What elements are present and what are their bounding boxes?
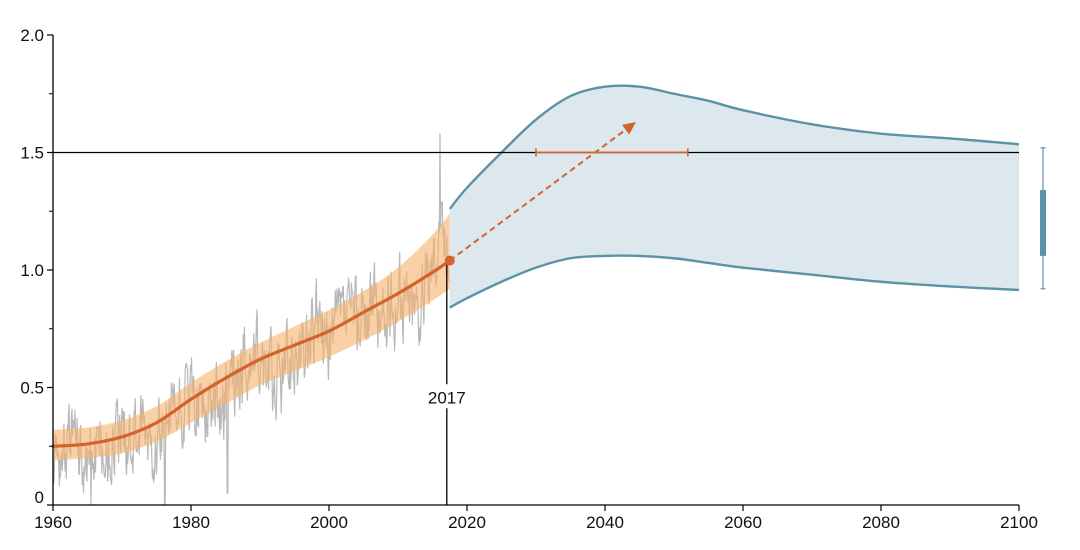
trend-layer xyxy=(51,121,1046,448)
projection-layer xyxy=(448,84,1020,309)
trend-line xyxy=(51,259,452,448)
x-tick-label: 2060 xyxy=(724,513,762,532)
annotation-2017: 2017 xyxy=(428,388,466,407)
y-tick-label: 0 xyxy=(35,488,44,507)
projection-band-fill xyxy=(449,85,1019,308)
current-point-2017 xyxy=(444,255,455,266)
x-tick-label: 1960 xyxy=(34,513,72,532)
x-tick-label: 2020 xyxy=(448,513,486,532)
y-tick-label: 2.0 xyxy=(20,26,44,45)
x-tick-label: 2040 xyxy=(586,513,624,532)
annotation-layer: 2017 xyxy=(422,384,471,409)
projection-band-lower-edge xyxy=(449,254,1020,309)
y-tick-label: 0.5 xyxy=(20,379,44,398)
y-tick-label: 1.5 xyxy=(20,144,44,163)
x-tick-label: 2000 xyxy=(310,513,348,532)
projected-trend-arrow-line xyxy=(449,128,627,262)
annotation-2017-background xyxy=(422,384,471,409)
projection-band-upper-edge xyxy=(448,84,1020,210)
y-tick-label: 1.0 xyxy=(20,261,44,280)
x-tick-label: 1980 xyxy=(172,513,210,532)
x-tick-label: 2080 xyxy=(862,513,900,532)
uncertainty-band-layer xyxy=(53,213,450,461)
axes-layer: 0 0.5 1.0 1.5 2.0 1960 1980 2000 2020 2040 2060 208… xyxy=(20,26,1038,532)
x-tick-label: 2100 xyxy=(1000,513,1038,532)
historical-uncertainty-band xyxy=(53,213,450,461)
projected-trend-arrow-head xyxy=(622,121,637,135)
range-bar-2100-box xyxy=(1040,190,1046,256)
